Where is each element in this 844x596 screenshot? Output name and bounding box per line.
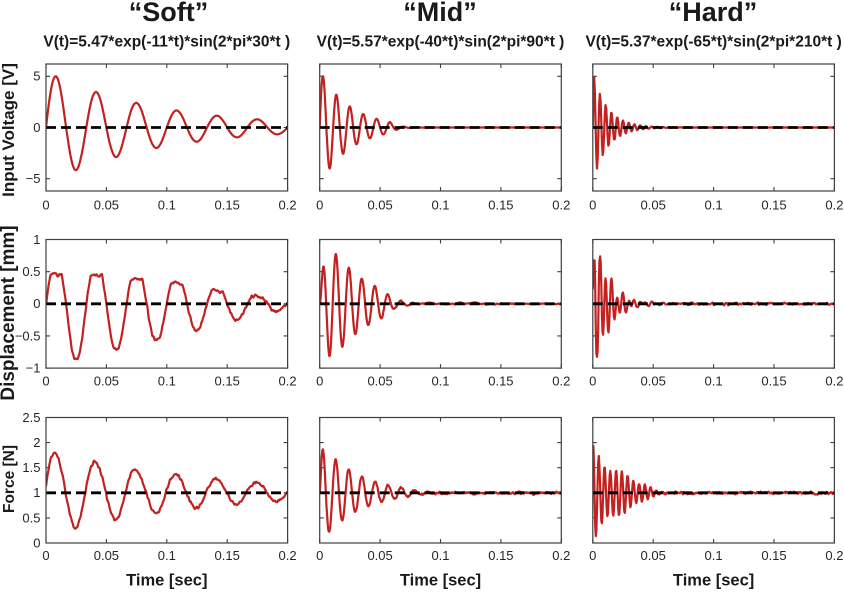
- svg-text:1: 1: [33, 232, 40, 247]
- svg-text:0.1: 0.1: [431, 374, 449, 389]
- svg-text:0.1: 0.1: [431, 198, 449, 213]
- svg-text:0.2: 0.2: [552, 198, 570, 213]
- svg-text:V(t)=5.37*exp(-65*t)*sin(2*pi*: V(t)=5.37*exp(-65*t)*sin(2*pi*210*t ): [585, 33, 841, 50]
- svg-text:0: 0: [589, 548, 596, 563]
- svg-text:0: 0: [42, 198, 49, 213]
- svg-text:2: 2: [33, 435, 40, 450]
- svg-text:0.2: 0.2: [279, 548, 297, 563]
- svg-text:0: 0: [316, 374, 323, 389]
- svg-text:0.05: 0.05: [367, 198, 392, 213]
- svg-text:−5: −5: [26, 171, 41, 186]
- svg-text:0.1: 0.1: [158, 548, 176, 563]
- svg-text:0.05: 0.05: [94, 374, 119, 389]
- svg-text:0: 0: [316, 548, 323, 563]
- svg-text:0.1: 0.1: [705, 198, 723, 213]
- svg-text:0.05: 0.05: [641, 198, 666, 213]
- svg-text:0.1: 0.1: [431, 548, 449, 563]
- svg-text:0.2: 0.2: [279, 374, 297, 389]
- svg-text:Time [sec]: Time [sec]: [400, 572, 481, 590]
- svg-text:0.05: 0.05: [94, 548, 119, 563]
- svg-text:0.05: 0.05: [641, 548, 666, 563]
- svg-text:V(t)=5.57*exp(-40*t)*sin(2*pi*: V(t)=5.57*exp(-40*t)*sin(2*pi*90*t ): [317, 33, 565, 50]
- svg-text:0.15: 0.15: [215, 198, 240, 213]
- svg-text:0: 0: [589, 374, 596, 389]
- svg-text:−1: −1: [26, 361, 41, 376]
- svg-text:0.15: 0.15: [215, 548, 240, 563]
- svg-text:0.05: 0.05: [641, 374, 666, 389]
- svg-text:V(t)=5.47*exp(-11*t)*sin(2*pi*: V(t)=5.47*exp(-11*t)*sin(2*pi*30*t ): [43, 33, 290, 50]
- svg-text:0.15: 0.15: [761, 374, 786, 389]
- svg-text:0.05: 0.05: [94, 198, 119, 213]
- svg-text:Displacement [mm]: Displacement [mm]: [0, 225, 19, 400]
- svg-text:0.15: 0.15: [488, 548, 513, 563]
- svg-text:0.15: 0.15: [761, 198, 786, 213]
- svg-text:0: 0: [42, 548, 49, 563]
- svg-text:0.15: 0.15: [215, 374, 240, 389]
- svg-text:5: 5: [33, 69, 40, 84]
- svg-text:1.5: 1.5: [22, 460, 40, 475]
- svg-text:0.2: 0.2: [552, 374, 570, 389]
- svg-text:“Mid”: “Mid”: [403, 0, 477, 27]
- svg-text:0.5: 0.5: [22, 264, 40, 279]
- svg-text:0.15: 0.15: [488, 374, 513, 389]
- svg-text:0.2: 0.2: [825, 198, 843, 213]
- svg-text:0.2: 0.2: [825, 374, 843, 389]
- svg-text:1: 1: [33, 485, 40, 500]
- svg-text:0.2: 0.2: [552, 548, 570, 563]
- svg-text:0: 0: [589, 198, 596, 213]
- svg-text:0.1: 0.1: [705, 374, 723, 389]
- svg-text:0.15: 0.15: [488, 198, 513, 213]
- svg-text:2.5: 2.5: [22, 410, 40, 425]
- svg-text:0.05: 0.05: [367, 548, 392, 563]
- svg-text:0: 0: [42, 374, 49, 389]
- svg-text:0: 0: [33, 535, 40, 550]
- svg-text:0: 0: [33, 120, 40, 135]
- svg-text:0.1: 0.1: [158, 198, 176, 213]
- svg-text:0.2: 0.2: [825, 548, 843, 563]
- svg-text:0.5: 0.5: [22, 510, 40, 525]
- svg-text:“Hard”: “Hard”: [669, 0, 758, 27]
- svg-text:0.1: 0.1: [705, 548, 723, 563]
- svg-text:0: 0: [316, 198, 323, 213]
- svg-text:Time [sec]: Time [sec]: [126, 572, 207, 590]
- svg-text:Time [sec]: Time [sec]: [673, 572, 754, 590]
- svg-text:0.1: 0.1: [158, 374, 176, 389]
- svg-text:Input Voltage [V]: Input Voltage [V]: [0, 63, 18, 197]
- svg-text:0.05: 0.05: [367, 374, 392, 389]
- svg-text:0.2: 0.2: [279, 198, 297, 213]
- svg-text:“Soft”: “Soft”: [129, 0, 208, 27]
- svg-text:0.15: 0.15: [761, 548, 786, 563]
- svg-text:−0.5: −0.5: [15, 328, 41, 343]
- svg-text:Force [N]: Force [N]: [1, 445, 18, 513]
- svg-text:0: 0: [33, 296, 40, 311]
